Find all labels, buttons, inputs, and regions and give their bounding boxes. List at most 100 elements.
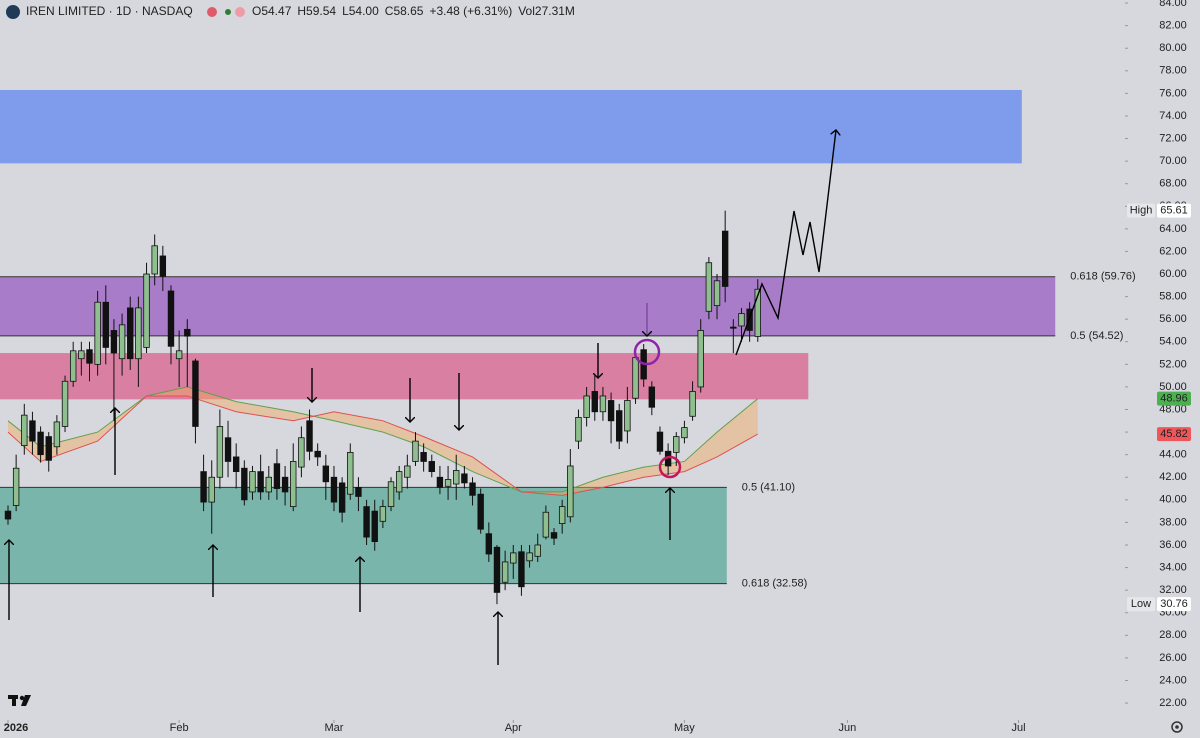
price-tag-label: 45.82 (1160, 428, 1188, 440)
candle-body (444, 479, 452, 487)
header-value: Vol27.31M (518, 4, 575, 18)
candle-body (485, 533, 493, 555)
candle-body (53, 421, 61, 448)
price-tag (1157, 597, 1191, 612)
candle-body (689, 391, 696, 417)
y-tick-label: 56.00 (1159, 313, 1187, 325)
candle-body (542, 511, 550, 538)
candle-body (273, 463, 281, 489)
candle-body (436, 476, 444, 488)
y-tick-label: 62.00 (1159, 245, 1187, 257)
candle-body (599, 395, 607, 413)
candle-body (265, 476, 272, 493)
candle-body (118, 324, 126, 360)
y-tick-label: 22.00 (1159, 697, 1187, 709)
x-tick-label: May (674, 722, 695, 734)
candle-body (4, 510, 12, 520)
candle-body (697, 330, 704, 388)
candle-body (713, 280, 721, 307)
logo-part (19, 695, 25, 701)
y-tick-label: 58.00 (1159, 291, 1187, 303)
price-tag-label: 30.76 (1160, 598, 1188, 610)
settings-icon[interactable] (1175, 725, 1179, 729)
candle-body (461, 473, 468, 484)
candle-body (249, 471, 256, 493)
candle-body (420, 452, 427, 462)
marker-label-box (1127, 203, 1155, 218)
y-tick-label: 64.00 (1159, 223, 1187, 235)
candle-body (379, 506, 387, 522)
x-tick-label: Jul (1012, 722, 1026, 734)
candle-body (567, 465, 574, 518)
annotations (9, 130, 836, 665)
candle-body (591, 391, 598, 413)
y-tick-label: 48.00 (1159, 403, 1187, 415)
candle-body (151, 245, 158, 275)
y-tick-label: 76.00 (1159, 87, 1187, 99)
candle-body (730, 326, 737, 329)
candle-body (510, 552, 517, 564)
header-value: C58.65 (385, 4, 424, 18)
candle-body (216, 426, 224, 478)
candle-body (428, 461, 435, 473)
candle-body (135, 307, 142, 360)
candle-body (501, 561, 509, 583)
candle-body (167, 290, 175, 347)
candle-body (624, 400, 631, 432)
candle-body (558, 506, 566, 524)
candle-body (363, 506, 370, 538)
logo-part (21, 695, 31, 706)
candle-body (469, 482, 476, 496)
x-tick-label: Feb (170, 722, 189, 734)
logo-part (12, 695, 16, 706)
projection-path (735, 130, 836, 356)
header-value: O54.47 (252, 4, 292, 18)
candle-body (656, 431, 664, 452)
candle-body (330, 476, 338, 503)
x-tick-label: Apr (505, 722, 522, 734)
candle-body (208, 476, 215, 503)
candle-body (45, 436, 52, 461)
candle-body (347, 452, 354, 495)
candle-body (281, 476, 289, 493)
candle-body (306, 420, 313, 452)
candle-body (159, 255, 167, 277)
candle-body (721, 230, 729, 287)
candle-body (61, 380, 69, 427)
candle-body (616, 410, 623, 442)
candle-body (290, 461, 297, 508)
y-tick-label: 42.00 (1159, 471, 1187, 483)
candle-body (355, 487, 362, 497)
candle-body (78, 350, 85, 360)
candle-body (550, 532, 558, 539)
candle-body (143, 273, 150, 348)
candle-body (322, 465, 330, 483)
settings-icon[interactable] (1171, 721, 1183, 733)
candle-body (232, 456, 240, 473)
candle-body (493, 546, 501, 593)
candle-body (681, 427, 688, 439)
candle-body (754, 288, 761, 337)
y-tick-label: 52.00 (1159, 358, 1187, 370)
candle-body (21, 414, 28, 447)
y-tick-label: 78.00 (1159, 65, 1187, 77)
candle-body (395, 471, 403, 493)
candle-body (241, 467, 248, 501)
candle-body (371, 510, 378, 543)
marker-label: High (1130, 205, 1153, 217)
candle-body (412, 440, 419, 462)
y-tick-label: 36.00 (1159, 539, 1187, 551)
candle-body (338, 482, 346, 513)
candle-body (314, 450, 321, 458)
price-tag-label: 48.96 (1160, 393, 1188, 405)
fib-label: 0.618 (59.76) (1070, 271, 1135, 283)
settings-icon[interactable] (1171, 721, 1183, 733)
header-value: L54.00 (342, 4, 379, 18)
zone (0, 353, 809, 400)
status-icon (235, 7, 245, 17)
x-tick-label: Mar (325, 722, 344, 734)
candle-body (94, 301, 101, 365)
candle-body (184, 328, 191, 337)
highlight-circle (633, 338, 661, 366)
